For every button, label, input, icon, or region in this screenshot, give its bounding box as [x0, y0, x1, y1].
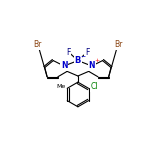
- Text: Cl: Cl: [90, 82, 98, 91]
- Text: Me: Me: [56, 84, 66, 89]
- Text: F: F: [85, 48, 89, 57]
- Text: N: N: [88, 61, 95, 71]
- Text: Br: Br: [114, 40, 122, 49]
- Text: Br: Br: [34, 40, 42, 49]
- Text: F: F: [66, 48, 71, 57]
- Text: −: −: [81, 53, 86, 58]
- Text: N: N: [61, 61, 67, 71]
- Text: +: +: [94, 58, 100, 63]
- Text: B: B: [75, 56, 81, 65]
